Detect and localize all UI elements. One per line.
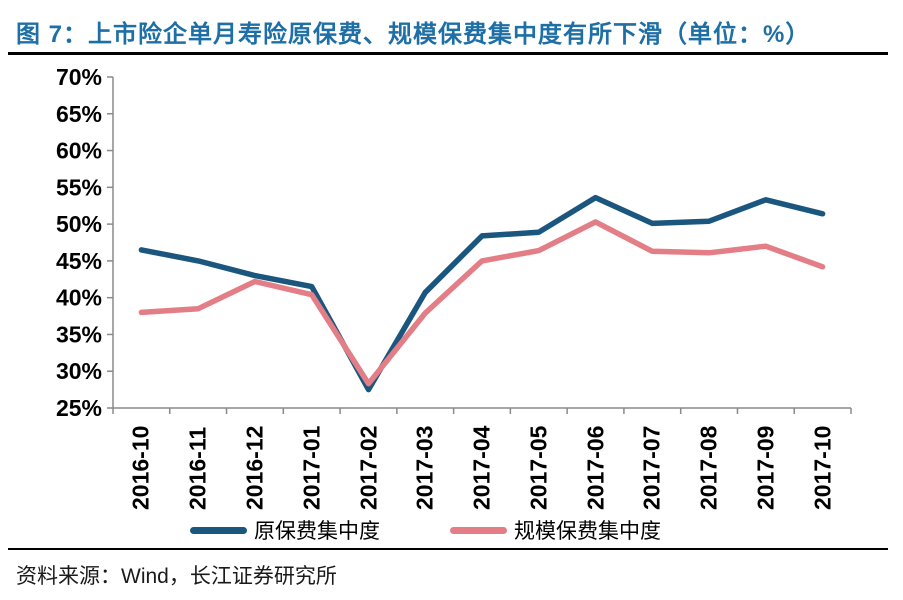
x-tick-label: 2016-11 [184, 426, 211, 510]
y-tick-label: 60% [56, 138, 102, 164]
legend-swatch-secondary-line [450, 526, 507, 534]
y-tick-label: 55% [56, 174, 102, 200]
y-tick-label: 25% [56, 395, 102, 421]
x-tick-label: 2017-05 [525, 425, 552, 510]
chart-title: 图 7：上市险企单月寿险原保费、规模保费集中度有所下滑（单位：%） [16, 21, 811, 48]
legend-label-primary: 原保费集中度 [254, 520, 380, 543]
x-tick-label: 2017-08 [695, 425, 722, 510]
series-line-0 [138, 194, 826, 393]
legend-swatch-primary-line [190, 526, 247, 534]
x-tick-label: 2017-10 [809, 425, 836, 510]
x-tick-label: 2017-04 [468, 425, 495, 510]
x-tick-label: 2016-10 [127, 425, 154, 510]
data-source-text: 资料来源：Wind，长江证券研究所 [16, 565, 337, 588]
y-tick-label: 50% [56, 211, 102, 237]
legend-item-scale-premium: 规模保费集中度 [450, 516, 661, 544]
x-tick-label: 2017-03 [411, 425, 438, 510]
y-tick-label: 40% [56, 285, 102, 311]
x-tick-label: 2016-12 [241, 425, 268, 510]
x-tick-label: 2017-01 [298, 425, 325, 510]
title-separator-rule [8, 52, 888, 55]
x-tick-label: 2017-02 [355, 425, 381, 510]
x-tick-label: 2017-09 [752, 425, 779, 510]
y-tick-label: 70% [56, 64, 102, 90]
legend-label-secondary: 规模保费集中度 [514, 520, 661, 543]
x-tick-label: 2017-06 [582, 425, 608, 510]
y-tick-label: 65% [56, 101, 102, 127]
y-tick-label: 30% [56, 358, 102, 384]
y-tick-label: 45% [56, 248, 102, 274]
series-line-1 [138, 219, 826, 387]
footer-separator-rule [8, 548, 888, 550]
chart-legend: 原保费集中度 规模保费集中度 [0, 516, 903, 546]
y-tick-label: 35% [56, 321, 102, 347]
x-tick-label: 2017-07 [638, 425, 665, 510]
legend-item-primary-premium: 原保费集中度 [190, 516, 380, 544]
